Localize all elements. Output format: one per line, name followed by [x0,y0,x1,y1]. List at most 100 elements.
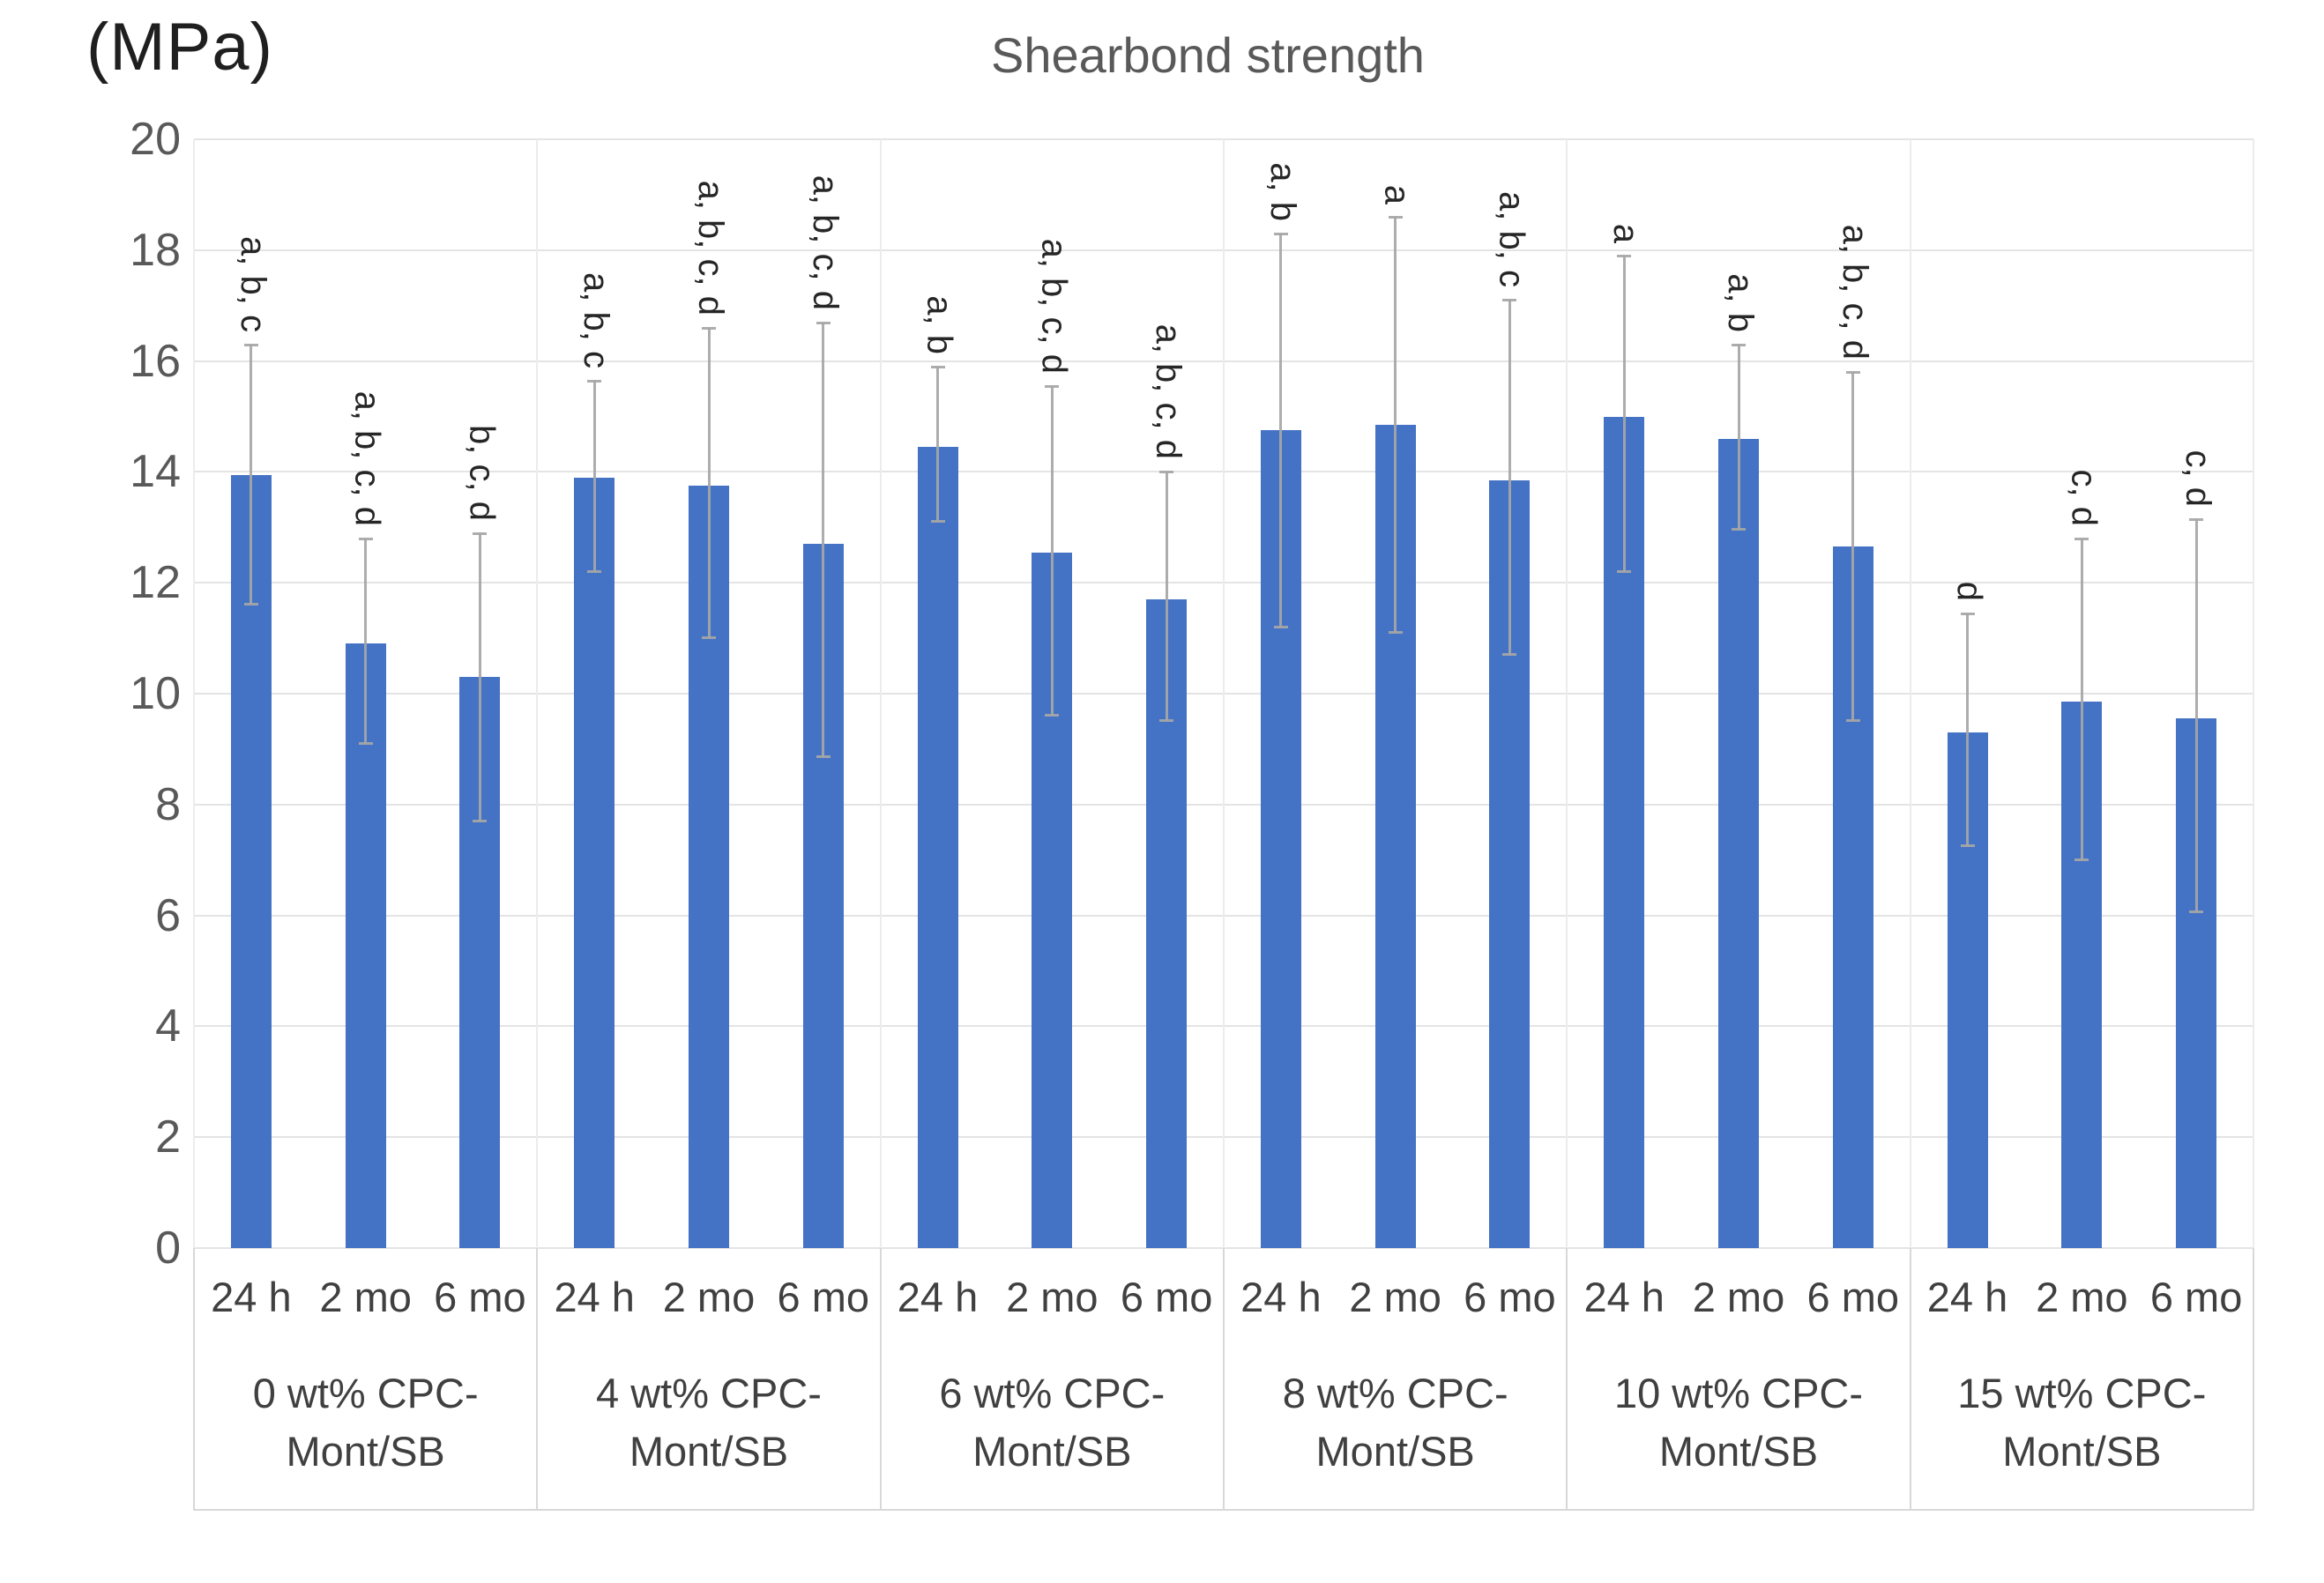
error-bar-bottom-cap [816,755,831,759]
group-label-line: 4 wt% CPC- [596,1370,822,1416]
error-bar-bottom-cap [243,603,258,606]
y-tick-label: 14 [130,446,181,498]
error-bar-bottom-cap [1273,625,1288,628]
error-bar [364,538,368,744]
error-bar-top-cap [358,537,373,540]
error-bar-bottom-cap [1045,714,1060,717]
error-bar-bottom-cap [1388,630,1403,634]
plot-group-separator [536,139,539,1248]
time-label: 6 mo [777,1274,870,1320]
error-bar-top-cap [1388,216,1403,219]
error-bar [1737,344,1740,531]
error-bar-top-cap [473,531,488,535]
significance-label: a [1377,184,1417,205]
error-bar [1394,217,1397,633]
significance-label: a, b [1721,273,1760,332]
group-label: 4 wt% CPC- Mont/SB [537,1364,880,1481]
error-bar [250,344,253,606]
group-label: 0 wt% CPC- Mont/SB [194,1364,537,1481]
time-label: 6 mo [2149,1274,2243,1320]
time-label: 6 mo [1120,1274,1213,1320]
error-bar-top-cap [816,321,831,324]
error-bar-bottom-cap [358,741,373,745]
time-label: 24 h [211,1274,292,1320]
time-label: 24 h [1583,1274,1665,1320]
group-label-line: Mont/SB [1315,1428,1475,1475]
y-tick-label: 2 [155,1111,181,1163]
group-label: 8 wt% CPC- Mont/SB [1224,1364,1567,1481]
error-bar [1622,256,1626,572]
y-tick-label: 10 [130,668,181,719]
time-label: 2 mo [1692,1274,1785,1320]
significance-label: a, b [1263,162,1302,221]
significance-label: a, b, c [1492,191,1531,288]
group-label-line: Mont/SB [629,1428,789,1475]
group-label-line: 10 wt% CPC- [1613,1370,1864,1416]
group-label-line: Mont/SB [1658,1428,1819,1475]
time-label: 24 h [1240,1274,1322,1320]
error-bar [1966,613,1970,846]
y-tick-label: 20 [130,114,181,165]
error-bar [2080,538,2083,860]
significance-label: a, b, c, d [347,390,387,526]
error-bar-bottom-cap [2074,858,2089,861]
category-box-divider [1909,1248,1911,1511]
error-bar-top-cap [587,379,602,383]
time-label: 24 h [1926,1274,2008,1320]
category-box-divider [2253,1248,2254,1511]
error-bar-top-cap [702,326,716,330]
plot-group-separator [2253,139,2254,1248]
error-bar [1165,472,1168,722]
error-bar-top-cap [1960,612,1975,615]
time-label: 24 h [554,1274,635,1320]
category-box-divider [1566,1248,1568,1511]
time-label: 2 mo [1349,1274,1441,1320]
error-bar-bottom-cap [473,819,488,822]
significance-label: c, d [2179,450,2218,507]
group-label-line: Mont/SB [2002,1428,2162,1475]
plot-group-separator [879,139,882,1248]
significance-label: a, b, c, d [1149,323,1188,460]
y-tick-label: 8 [155,778,181,830]
error-bar [707,327,711,639]
bar [917,447,958,1248]
time-label: 6 mo [434,1274,526,1320]
y-axis-unit-label: (MPa) [86,10,273,85]
y-tick-label: 12 [130,557,181,609]
category-box-divider [879,1248,882,1511]
category-box-divider [1223,1248,1225,1511]
error-bar-bottom-cap [1617,569,1632,573]
error-bar [1851,372,1855,722]
plot-group-separator [193,139,195,1248]
error-bar-bottom-cap [2189,910,2204,914]
significance-label: a [1606,223,1646,244]
significance-label: d [1949,581,1989,601]
group-label-line: 15 wt% CPC- [1957,1370,2207,1416]
plot-group-separator [1223,139,1225,1248]
error-bar-bottom-cap [1732,528,1746,531]
category-box-divider [193,1248,195,1511]
y-tick-label: 0 [155,1223,181,1274]
time-label: 6 mo [1806,1274,1900,1320]
y-tick-label: 18 [130,224,181,276]
time-label: 2 mo [662,1274,756,1320]
error-bar [2194,518,2198,913]
group-label-line: Mont/SB [972,1428,1132,1475]
time-label: 2 mo [2036,1274,2128,1320]
time-label: 24 h [897,1274,979,1320]
error-bar-bottom-cap [1960,844,1975,847]
group-label-line: 0 wt% CPC- [252,1370,479,1416]
error-bar-bottom-cap [1159,719,1174,723]
y-tick-label: 4 [155,1000,181,1052]
error-bar-top-cap [930,365,945,368]
error-bar-bottom-cap [1502,652,1517,656]
group-label: 6 wt% CPC- Mont/SB [881,1364,1224,1481]
error-bar [936,366,940,522]
time-label: 2 mo [319,1274,412,1320]
error-bar [478,532,481,821]
time-label: 2 mo [1006,1274,1099,1320]
error-bar [822,322,825,758]
error-bar [1279,233,1283,628]
